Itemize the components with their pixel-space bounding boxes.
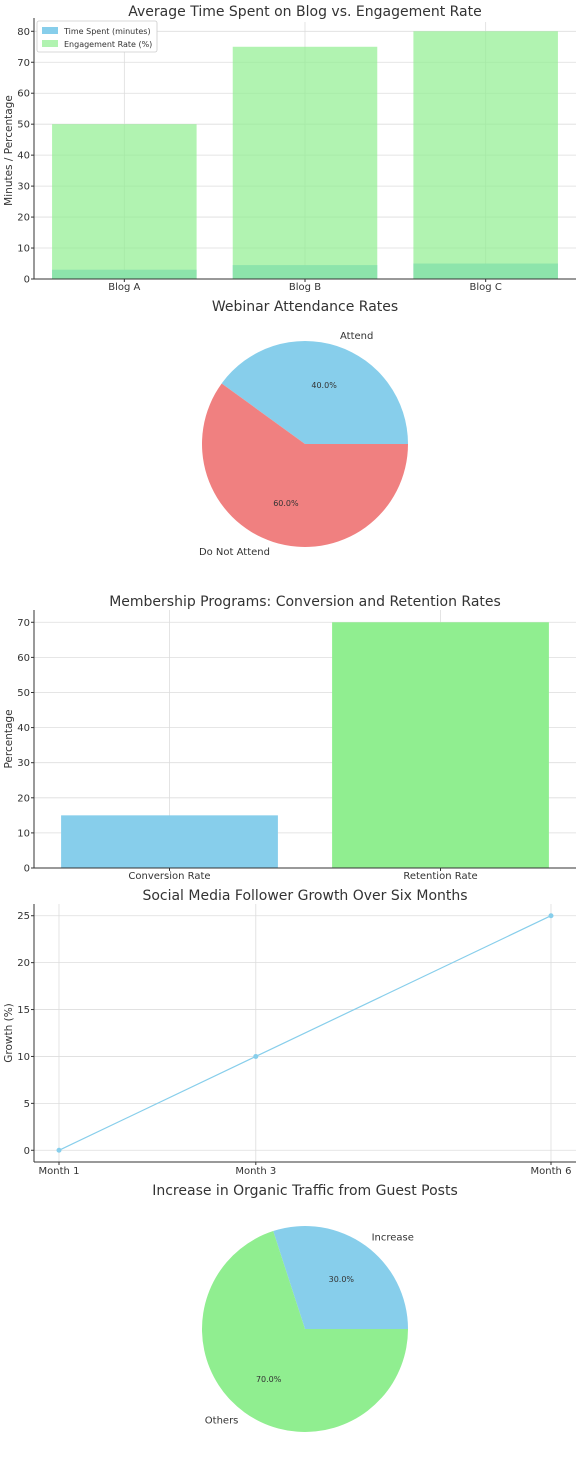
chart5-label: Increase xyxy=(372,1232,414,1243)
chart2-slice-do-not-attend xyxy=(202,383,408,547)
chart3-bar-conversion-rate xyxy=(61,815,278,868)
chart2-pct-label: 60.0% xyxy=(273,499,299,508)
chart3-bar-retention-rate xyxy=(332,622,549,868)
chart3-ytick-label: 10 xyxy=(17,828,30,839)
chart1-legend-swatch-time xyxy=(42,27,58,34)
chart5-slice-increase xyxy=(273,1225,408,1329)
chart3-ytick-label: 20 xyxy=(17,793,30,804)
chart5-slice-others xyxy=(202,1231,408,1432)
chart3-ytick-label: 30 xyxy=(17,758,30,769)
chart1-title: Average Time Spent on Blog vs. Engagemen… xyxy=(128,4,481,20)
chart1-ytick-label: 60 xyxy=(17,89,30,100)
chart5-label: Others xyxy=(205,1416,239,1427)
chart3-xtick-label: Conversion Rate xyxy=(128,871,210,882)
chart1-bar-engagement xyxy=(232,46,378,279)
chart1-xtick-label: Blog A xyxy=(108,282,140,293)
chart1-legend-box xyxy=(36,20,158,53)
chart2-label: Attend xyxy=(340,331,373,342)
chart2-label: Do Not Attend xyxy=(199,547,270,558)
chart4-ylabel: Growth (%) xyxy=(3,1003,15,1063)
chart2-pct-label: 40.0% xyxy=(311,381,337,390)
chart4-ytick-label: 0 xyxy=(24,1146,30,1157)
chart4-ytick-label: 25 xyxy=(17,911,30,922)
chart3-ytick-label: 40 xyxy=(17,723,30,734)
chart4-ytick-label: 10 xyxy=(17,1052,30,1063)
chart3-title: Membership Programs: Conversion and Rete… xyxy=(109,594,501,610)
chart4-title: Social Media Follower Growth Over Six Mo… xyxy=(142,888,467,904)
chart4-point xyxy=(548,913,554,919)
chart4-xtick-label: Month 6 xyxy=(531,1166,572,1177)
chart1-legend-label-time: Time Spent (minutes) xyxy=(63,27,151,36)
chart3-ytick-label: 0 xyxy=(24,864,30,875)
chart4-point xyxy=(56,1147,62,1153)
chart4-ytick-label: 5 xyxy=(24,1099,30,1110)
chart4-ytick-label: 15 xyxy=(17,1005,30,1016)
chart1-xtick-label: Blog B xyxy=(289,282,321,293)
chart1-ytick-label: 30 xyxy=(17,182,30,193)
chart1-xtick-label: Blog C xyxy=(470,282,502,293)
chart1-ytick-label: 80 xyxy=(17,27,30,38)
chart1-ytick-label: 50 xyxy=(17,120,30,131)
chart3-ytick-label: 50 xyxy=(17,688,30,699)
chart1-ytick-label: 20 xyxy=(17,213,30,224)
chart1-legend-label-engagement: Engagement Rate (%) xyxy=(64,40,152,49)
chart1-ytick-label: 40 xyxy=(17,151,30,162)
chart1-bar-engagement xyxy=(52,124,197,279)
chart3-ytick-label: 70 xyxy=(17,618,30,629)
chart1-ylabel: Minutes / Percentage xyxy=(3,95,15,206)
chart4-series-line xyxy=(58,915,552,1151)
chart5-pct-label: 70.0% xyxy=(256,1375,282,1384)
chart1-bar-engagement xyxy=(413,31,558,280)
chart4-ytick-label: 20 xyxy=(17,958,30,969)
chart2-slice-attend xyxy=(221,341,408,444)
chart4-xtick-label: Month 3 xyxy=(235,1166,276,1177)
chart3-xtick-label: Retention Rate xyxy=(403,871,477,882)
chart5-title: Increase in Organic Traffic from Guest P… xyxy=(152,1183,458,1199)
chart1-ytick-label: 70 xyxy=(17,58,30,69)
chart1-legend-swatch-engagement xyxy=(42,40,58,47)
chart4-point xyxy=(253,1053,259,1059)
chart4-xtick-label: Month 1 xyxy=(39,1166,80,1177)
chart2-title: Webinar Attendance Rates xyxy=(212,299,398,315)
chart1-ytick-label: 0 xyxy=(24,275,30,286)
chart3-ylabel: Percentage xyxy=(3,709,15,768)
chart3-ytick-label: 60 xyxy=(17,653,30,664)
chart5-pct-label: 30.0% xyxy=(329,1275,355,1284)
chart1-ytick-label: 10 xyxy=(17,244,30,255)
